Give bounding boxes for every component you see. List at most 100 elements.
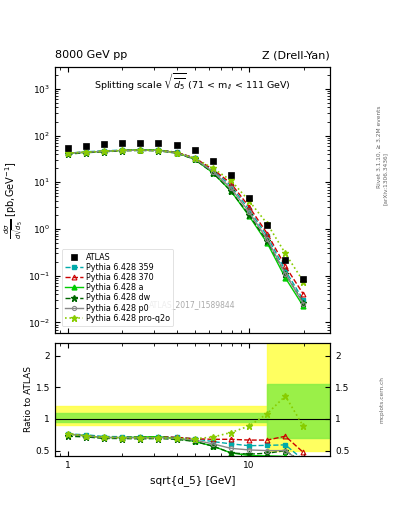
Pythia 6.428 370 (247, 204, 252, 210)
Pythia 6.428 pro-q2o (229, 177, 233, 183)
Pythia 6.428 dw (101, 148, 106, 155)
Pythia 6.428 359 (247, 206, 252, 212)
Line: Pythia 6.428 p0: Pythia 6.428 p0 (66, 148, 305, 306)
Text: [arXiv:1306.3436]: [arXiv:1306.3436] (383, 152, 387, 205)
Pythia 6.428 dw (301, 300, 306, 306)
Line: Pythia 6.428 pro-q2o: Pythia 6.428 pro-q2o (65, 147, 307, 285)
Pythia 6.428 370 (101, 148, 106, 155)
X-axis label: sqrt{d_5} [GeV]: sqrt{d_5} [GeV] (150, 475, 235, 486)
Pythia 6.428 pro-q2o (84, 149, 88, 155)
Pythia 6.428 370 (84, 149, 88, 155)
Pythia 6.428 p0 (156, 147, 161, 154)
Pythia 6.428 pro-q2o (174, 150, 179, 156)
Pythia 6.428 p0 (247, 209, 252, 215)
ATLAS (174, 142, 179, 148)
Pythia 6.428 dw (192, 156, 197, 162)
Pythia 6.428 a (229, 188, 233, 194)
Pythia 6.428 p0 (283, 271, 288, 277)
Pythia 6.428 p0 (138, 147, 143, 153)
ATLAS (101, 141, 106, 147)
Pythia 6.428 359 (301, 297, 306, 303)
Pythia 6.428 a (101, 148, 106, 155)
Pythia 6.428 p0 (301, 301, 306, 307)
Pythia 6.428 dw (84, 150, 88, 156)
ATLAS (265, 222, 270, 228)
Pythia 6.428 370 (174, 149, 179, 155)
Pythia 6.428 a (66, 150, 70, 156)
Line: Pythia 6.428 dw: Pythia 6.428 dw (65, 147, 307, 306)
Pythia 6.428 dw (265, 238, 270, 244)
Pythia 6.428 p0 (120, 147, 125, 154)
Pythia 6.428 359 (283, 267, 288, 273)
Pythia 6.428 dw (156, 148, 161, 154)
ATLAS (211, 158, 215, 164)
Pythia 6.428 p0 (174, 150, 179, 156)
Pythia 6.428 a (301, 304, 306, 310)
ATLAS (156, 140, 161, 146)
Y-axis label: $\frac{d\sigma}{d\sqrt{d_5}}$ [pb,GeV$^{-1}$]: $\frac{d\sigma}{d\sqrt{d_5}}$ [pb,GeV$^{… (4, 161, 26, 239)
Pythia 6.428 359 (211, 167, 215, 174)
ATLAS (120, 140, 125, 146)
Pythia 6.428 a (247, 213, 252, 219)
Pythia 6.428 pro-q2o (283, 250, 288, 257)
Pythia 6.428 p0 (192, 156, 197, 162)
Pythia 6.428 dw (120, 148, 125, 154)
Pythia 6.428 a (211, 169, 215, 176)
ATLAS (66, 144, 70, 151)
Pythia 6.428 a (174, 150, 179, 156)
Line: Pythia 6.428 a: Pythia 6.428 a (65, 147, 306, 309)
Pythia 6.428 pro-q2o (211, 165, 215, 172)
Text: ATLAS_2017_I1589844: ATLAS_2017_I1589844 (149, 300, 236, 309)
Pythia 6.428 pro-q2o (66, 150, 70, 156)
Bar (55, 407, 267, 425)
Pythia 6.428 359 (265, 233, 270, 239)
Pythia 6.428 370 (265, 230, 270, 237)
Text: Rivet 3.1.10, ≥ 3.2M events: Rivet 3.1.10, ≥ 3.2M events (377, 105, 382, 188)
Bar (267, 343, 330, 451)
Pythia 6.428 pro-q2o (101, 148, 106, 155)
Pythia 6.428 dw (174, 150, 179, 156)
Pythia 6.428 dw (66, 151, 70, 157)
Pythia 6.428 dw (283, 271, 288, 277)
Pythia 6.428 pro-q2o (138, 147, 143, 153)
Pythia 6.428 359 (120, 147, 125, 153)
Line: Pythia 6.428 359: Pythia 6.428 359 (66, 147, 305, 302)
Y-axis label: Ratio to ATLAS: Ratio to ATLAS (24, 367, 33, 432)
Pythia 6.428 pro-q2o (247, 198, 252, 204)
Pythia 6.428 p0 (229, 185, 233, 191)
Pythia 6.428 359 (138, 146, 143, 153)
Pythia 6.428 370 (229, 180, 233, 186)
Pythia 6.428 dw (138, 147, 143, 154)
Pythia 6.428 a (283, 275, 288, 281)
Text: Z (Drell-Yan): Z (Drell-Yan) (263, 50, 330, 60)
Bar (267, 384, 330, 438)
Pythia 6.428 p0 (84, 149, 88, 155)
Line: Pythia 6.428 370: Pythia 6.428 370 (65, 147, 306, 297)
Pythia 6.428 p0 (265, 237, 270, 243)
Text: mcplots.cern.ch: mcplots.cern.ch (380, 376, 384, 423)
Text: 8000 GeV pp: 8000 GeV pp (55, 50, 127, 60)
Pythia 6.428 dw (247, 212, 252, 218)
ATLAS (138, 140, 143, 146)
ATLAS (84, 143, 88, 149)
Pythia 6.428 370 (138, 146, 143, 153)
Pythia 6.428 359 (174, 149, 179, 155)
Pythia 6.428 p0 (211, 168, 215, 175)
Pythia 6.428 370 (211, 166, 215, 173)
Text: Splitting scale $\sqrt{\overline{d_5}}$ (71 < m$_{ll}$ < 111 GeV): Splitting scale $\sqrt{\overline{d_5}}$ … (94, 72, 291, 93)
Pythia 6.428 370 (66, 150, 70, 156)
Pythia 6.428 a (192, 156, 197, 162)
Pythia 6.428 dw (229, 188, 233, 194)
Pythia 6.428 359 (229, 182, 233, 188)
Pythia 6.428 359 (156, 147, 161, 153)
Pythia 6.428 a (156, 147, 161, 153)
Pythia 6.428 370 (120, 147, 125, 154)
Pythia 6.428 pro-q2o (192, 155, 197, 161)
Pythia 6.428 359 (84, 148, 88, 155)
ATLAS (283, 257, 288, 263)
Pythia 6.428 p0 (101, 148, 106, 155)
ATLAS (192, 147, 197, 154)
Pythia 6.428 a (138, 146, 143, 153)
Pythia 6.428 370 (192, 155, 197, 161)
Pythia 6.428 359 (101, 148, 106, 154)
